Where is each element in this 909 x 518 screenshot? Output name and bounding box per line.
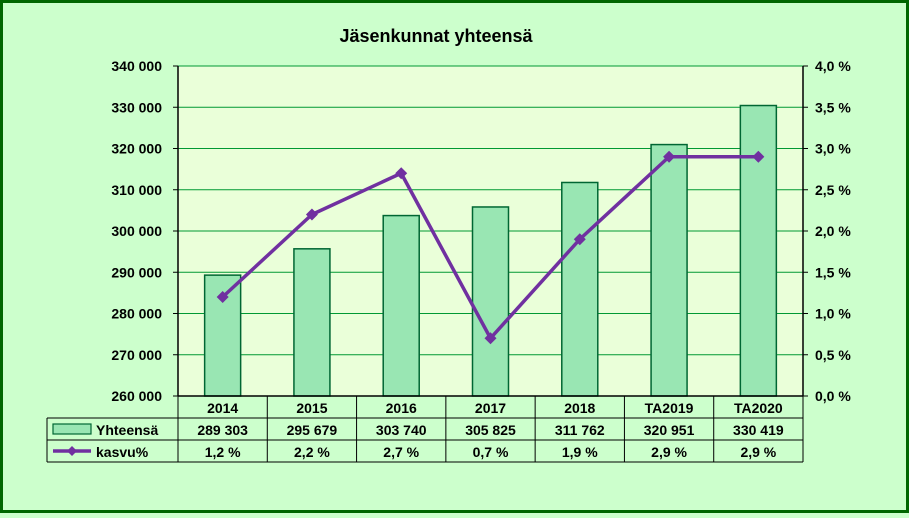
point-2018 [573, 233, 586, 246]
data-table: 2014 2015 2016 2017 2018 TA2019 TA2020 Yhteensä… [46, 395, 804, 463]
value-label-yhteensa: 330 419 [733, 422, 784, 438]
plot-area: 260 000 270 000 280 000 290 000 300 000 310 0… [111, 58, 851, 404]
value-label-kasvu: 1,2 % [205, 444, 241, 460]
chart-title: Jäsenkunnat yhteensä [339, 26, 533, 46]
value-label-kasvu: 2,9 % [740, 444, 776, 460]
right-axis-tick-label: 3,5 % [815, 99, 851, 115]
value-label-kasvu: 2,7 % [383, 444, 419, 460]
value-label-kasvu: 2,2 % [294, 444, 330, 460]
right-axis-tick-label: 1,0 % [815, 306, 851, 322]
bar-TA2019 [650, 143, 688, 397]
point-2014 [216, 291, 229, 303]
legend-label-yhteensa: Yhteensä [96, 422, 158, 438]
right-axis-tick-label: 1,5 % [815, 264, 851, 280]
left-axis-tick-label: 340 000 [111, 58, 162, 74]
right-axis-tick-label: 2,0 % [815, 223, 851, 239]
bar-2017 [471, 206, 510, 397]
value-label-kasvu: 1,9 % [562, 444, 598, 460]
value-label-kasvu: 0,7 % [473, 444, 509, 460]
left-axis-tick-label: 260 000 [111, 388, 162, 404]
legend-label-kasvu: kasvu% [96, 444, 149, 460]
legend-key-yhteensa [52, 423, 92, 435]
legend-marker-kasvu [67, 446, 77, 456]
right-axis-tick-label: 4,0 % [815, 58, 851, 74]
left-axis-tick-label: 310 000 [111, 182, 162, 198]
point-2016 [395, 167, 408, 180]
left-axis-tick-label: 280 000 [111, 306, 162, 322]
value-label-yhteensa: 320 951 [644, 422, 695, 438]
value-label-yhteensa: 305 825 [465, 422, 516, 438]
category-label: TA2019 [645, 400, 694, 416]
point-2015 [305, 208, 318, 221]
category-label: 2015 [296, 400, 327, 416]
left-axis-tick-label: 270 000 [111, 347, 162, 363]
value-label-yhteensa: 303 740 [376, 422, 427, 438]
value-label-kasvu: 2,9 % [651, 444, 687, 460]
value-label-yhteensa: 295 679 [287, 422, 338, 438]
left-axis-tick-label: 320 000 [111, 141, 162, 157]
value-label-yhteensa: 289 303 [197, 422, 248, 438]
bar-2016 [382, 214, 420, 397]
category-label: TA2020 [734, 400, 783, 416]
right-axis-tick-label: 0,0 % [815, 388, 851, 404]
value-label-yhteensa: 311 762 [555, 422, 605, 438]
category-label: 2017 [475, 400, 506, 416]
bar-2015 [293, 248, 331, 397]
point-TA2019 [663, 150, 676, 163]
right-axis-tick-label: 2,5 % [815, 182, 851, 198]
category-label: 2016 [386, 400, 417, 416]
left-axis-tick-label: 330 000 [111, 99, 162, 115]
right-axis-tick-label: 3,0 % [815, 141, 851, 157]
category-label: 2018 [564, 400, 595, 416]
point-TA2020 [752, 150, 765, 163]
left-axis-tick-label: 290 000 [111, 264, 162, 280]
bar-TA2020 [739, 104, 778, 397]
point-2017 [484, 332, 497, 345]
right-axis-tick-label: 0,5 % [815, 347, 851, 363]
category-label: 2014 [207, 400, 238, 416]
bar-2018 [561, 181, 599, 397]
left-axis-tick-label: 300 000 [111, 223, 162, 239]
